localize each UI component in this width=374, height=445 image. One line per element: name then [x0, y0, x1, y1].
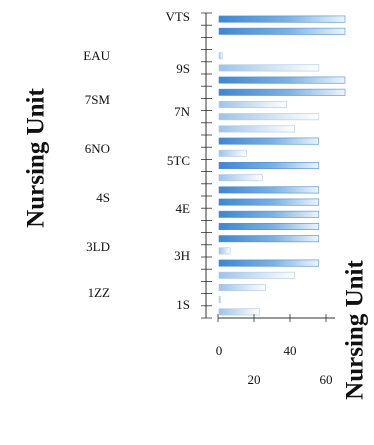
bar: [218, 296, 221, 304]
inner-category-label: 1S: [176, 297, 190, 312]
outer-category-label: EAU: [83, 48, 110, 63]
bar: [218, 247, 231, 255]
bar: [218, 186, 320, 194]
outer-category-label: 3LD: [86, 239, 110, 254]
bar: [218, 27, 346, 35]
bar: [218, 223, 320, 230]
bar: [218, 64, 320, 72]
inner-category-label: VTS: [165, 9, 190, 24]
plot-area: 0 20 40 60 VTS 9S 7N 5TC 4E 3H 1S EAU 7SM 6NO 4S 3LD 1ZZ: [83, 9, 346, 387]
outer-category-label: 1ZZ: [88, 285, 110, 300]
bar: [218, 15, 346, 23]
bar: [218, 235, 320, 243]
bar: [218, 149, 247, 157]
outer-category-label: 6NO: [85, 141, 110, 156]
bar: [218, 174, 263, 182]
inner-category-label: 7N: [174, 104, 191, 119]
bar: [218, 162, 320, 169]
value-tick-label: 60: [320, 372, 333, 387]
inner-category-label: 4E: [176, 201, 191, 216]
bar: [218, 210, 320, 218]
outer-category-label: 7SM: [85, 92, 111, 107]
value-tick-label: 20: [248, 372, 261, 387]
bar: [218, 198, 320, 206]
bar: [218, 271, 295, 279]
value-tick-label: 40: [284, 343, 297, 358]
y-axis-title: Nursing Unit: [23, 88, 50, 228]
inner-category-label: 5TC: [167, 153, 190, 168]
bar: [218, 259, 320, 267]
outer-category-label: 4S: [96, 190, 110, 205]
bar: [218, 52, 223, 60]
bar: [218, 113, 320, 121]
bar: [218, 125, 295, 133]
bar: [218, 137, 320, 145]
value-tick-label: 0: [216, 343, 223, 358]
inner-category-label: 3H: [174, 248, 190, 263]
bar: [218, 101, 287, 108]
bar: [218, 284, 266, 291]
inner-category-label: 9S: [176, 61, 190, 76]
bar: [218, 76, 346, 84]
bar: [218, 308, 260, 316]
right-axis-title: Nursing Unit: [342, 260, 369, 400]
bar: [218, 88, 346, 96]
